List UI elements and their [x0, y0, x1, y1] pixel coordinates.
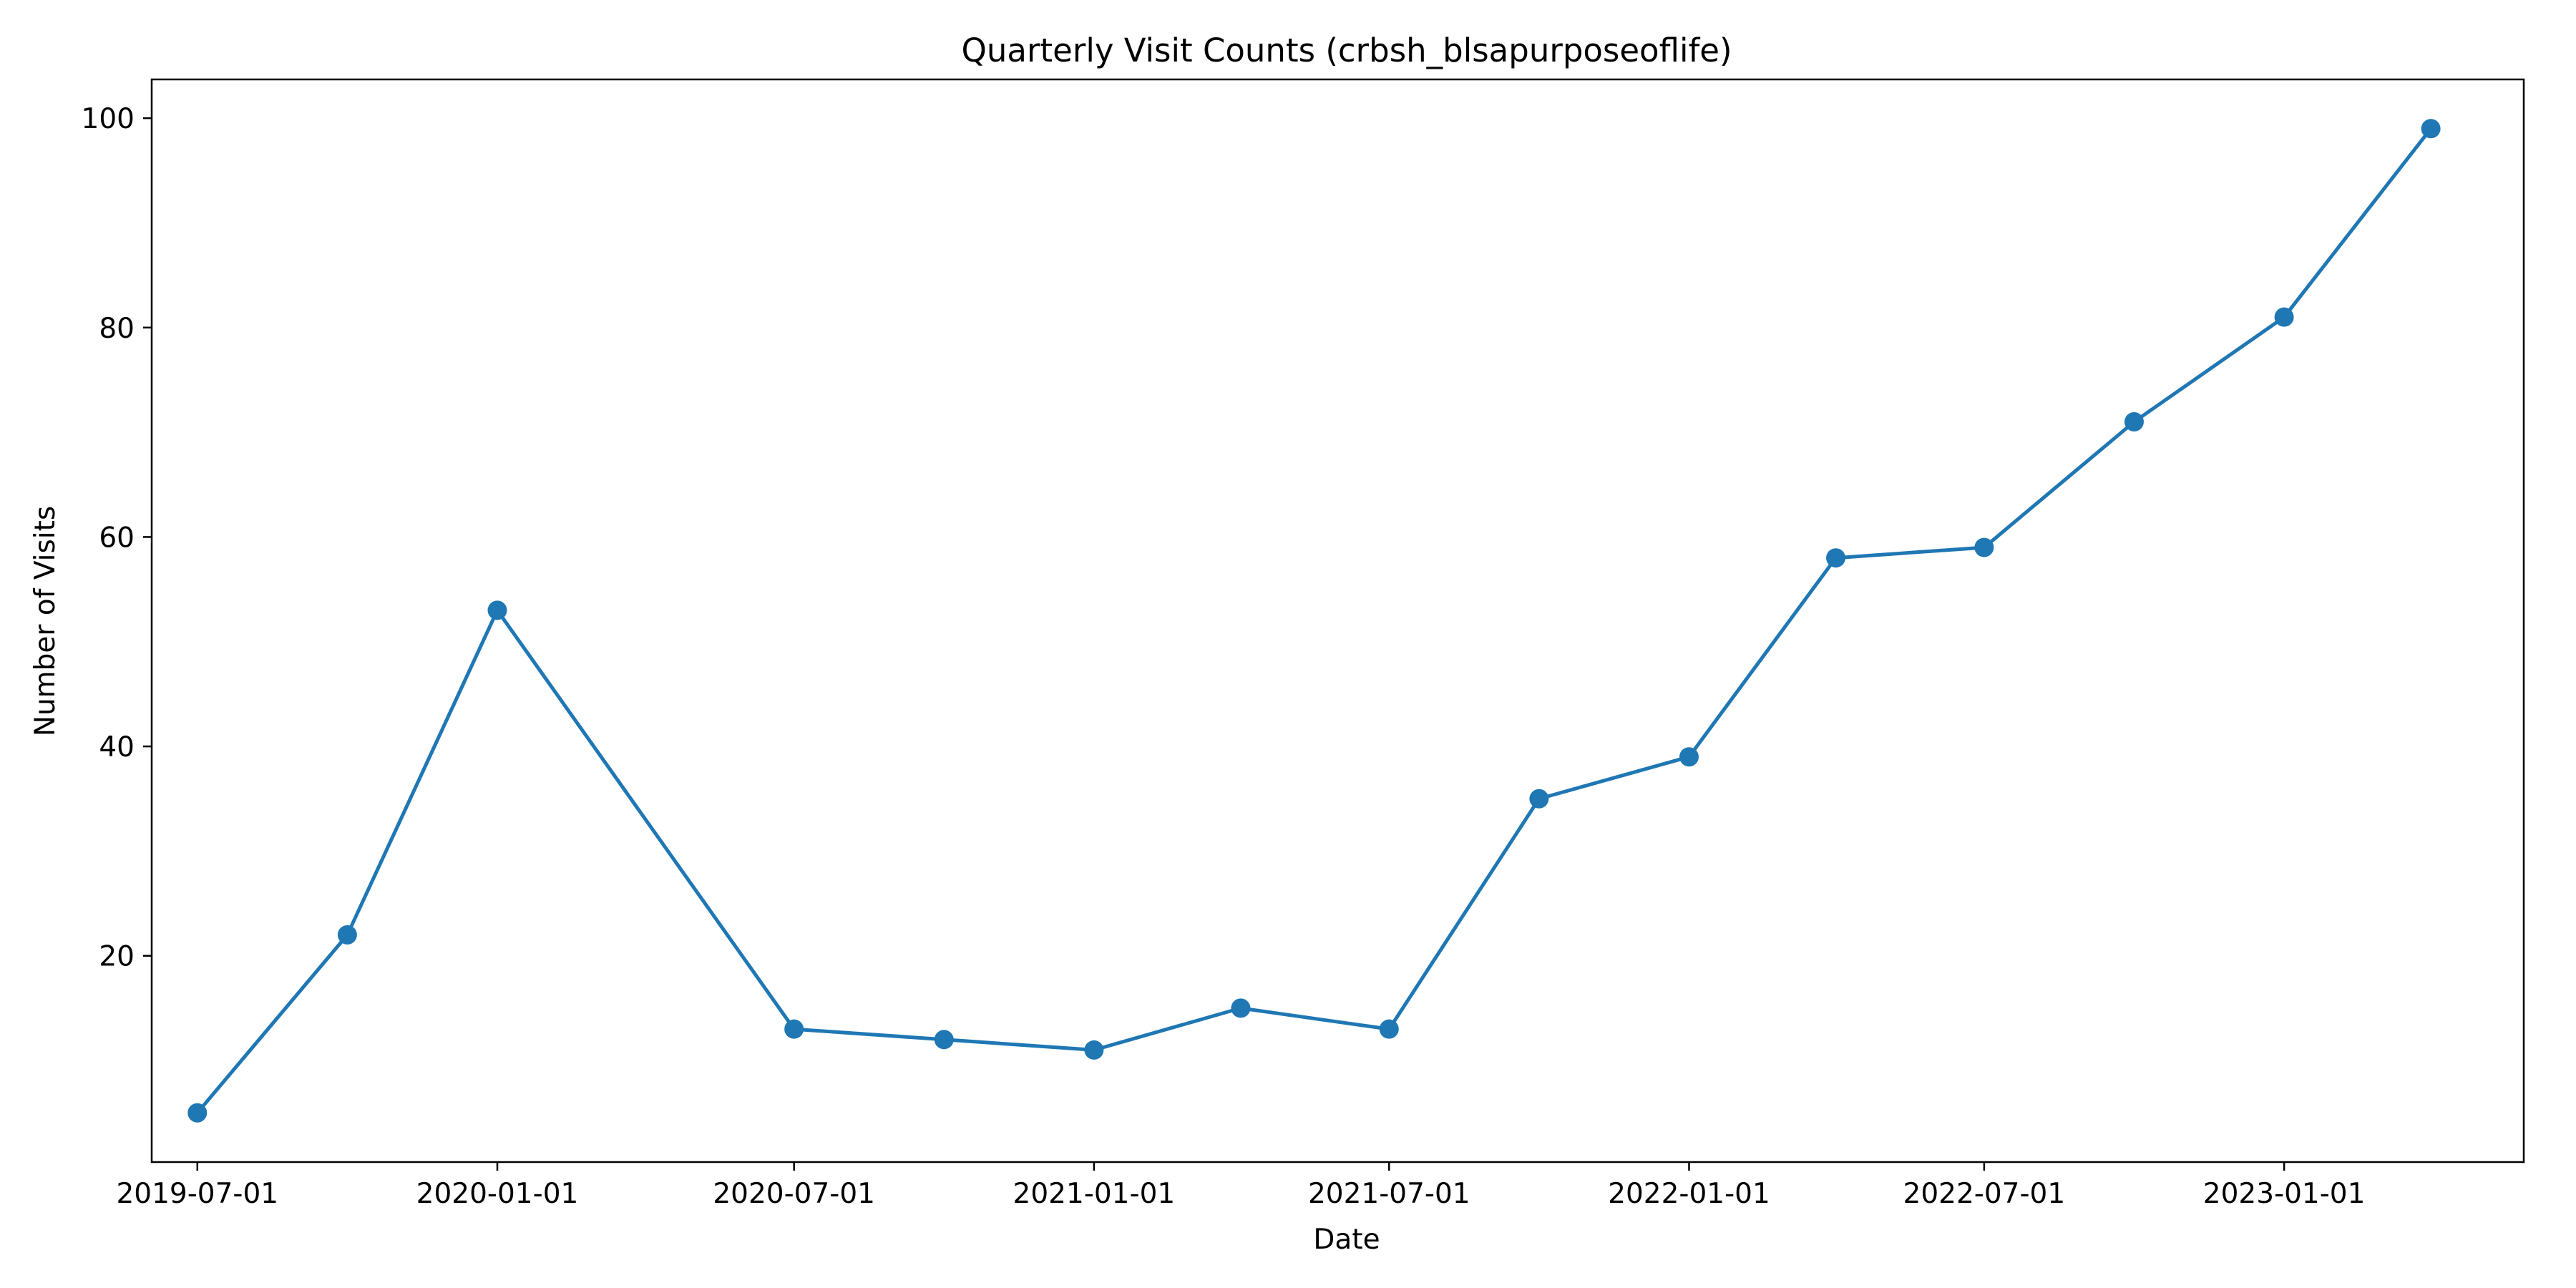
data-point: [187, 1103, 208, 1123]
data-point: [1826, 548, 1846, 568]
y-axis-label: Number of Visits: [29, 506, 62, 736]
data-point: [1231, 998, 1251, 1018]
x-tick-label: 2019-07-01: [116, 1178, 278, 1210]
data-point: [337, 924, 357, 945]
data-point: [1379, 1019, 1399, 1039]
data-point: [784, 1019, 804, 1039]
x-axis-label: Date: [1313, 1224, 1380, 1256]
data-point: [2124, 411, 2144, 431]
data-point: [1679, 747, 1699, 767]
x-tick-label: 2021-07-01: [1308, 1178, 1470, 1210]
x-tick-label: 2020-07-01: [713, 1178, 875, 1210]
data-point: [1084, 1040, 1104, 1060]
y-tick-label: 40: [99, 731, 135, 763]
plot-area: 2019-07-01 2020-01-01 2020-07-01 2021-01-01…: [82, 103, 2441, 1210]
data-point: [2274, 307, 2294, 327]
data-point: [1529, 789, 1549, 809]
data-point: [2421, 119, 2441, 139]
data-point: [1974, 537, 1994, 557]
x-tick-label: 2021-01-01: [1013, 1178, 1176, 1210]
x-tick-label: 2022-07-01: [1903, 1178, 2066, 1210]
chart-title: Quarterly Visit Counts (crbsh_blsapurpos…: [961, 31, 1732, 69]
y-tick-label: 60: [99, 522, 135, 554]
y-tick-label: 20: [99, 941, 135, 973]
x-tick-label: 2023-01-01: [2203, 1178, 2366, 1210]
y-tick-label: 80: [99, 313, 135, 345]
data-point: [934, 1030, 954, 1050]
y-tick-label: 100: [82, 103, 135, 135]
data-point: [487, 600, 507, 620]
axes-frame: [150, 78, 2525, 1163]
x-tick-label: 2020-01-01: [416, 1178, 579, 1210]
x-tick-label: 2022-01-01: [1608, 1178, 1770, 1210]
